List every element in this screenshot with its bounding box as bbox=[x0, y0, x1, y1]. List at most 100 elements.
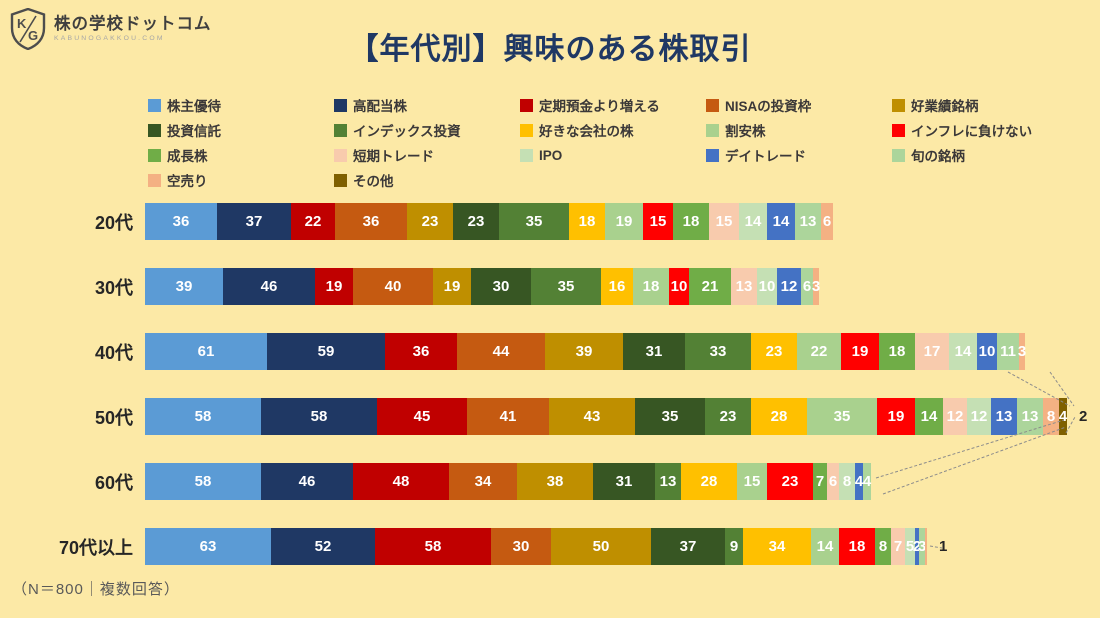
category-label: 20代 bbox=[94, 212, 133, 233]
segment-value: 15 bbox=[743, 473, 761, 490]
legend-label: 投資信託 bbox=[167, 124, 221, 139]
bar-segment: 15 bbox=[643, 203, 673, 240]
bar-segment: 10 bbox=[669, 268, 689, 305]
bar-segment: 39 bbox=[545, 333, 623, 370]
bar-segment: 31 bbox=[593, 463, 655, 500]
legend-swatch bbox=[706, 148, 719, 162]
bar-row-60代: 60代 58 46 48 34 38 31 13 28 15 23 7 6 8 4 4 bbox=[0, 463, 1100, 500]
bar-segment: 52 bbox=[271, 528, 375, 565]
bar-segment: 58 bbox=[145, 398, 261, 435]
bar-segment: 19 bbox=[605, 203, 643, 240]
segment-value: 14 bbox=[744, 213, 762, 230]
brand-domain: KABUNOGAKKOU.COM bbox=[54, 35, 165, 43]
shield-logo-icon: K G bbox=[10, 8, 46, 50]
page-title: 【年代別】興味のある株取引 bbox=[348, 33, 752, 66]
legend-label: 株主優待 bbox=[167, 99, 221, 114]
bar-segment: 4 bbox=[1059, 398, 1067, 435]
segment-value: 45 bbox=[413, 408, 431, 425]
bar-segment: 12 bbox=[777, 268, 801, 305]
bar-segment: 2 bbox=[912, 528, 922, 565]
bar-segment: 30 bbox=[491, 528, 551, 565]
bar-segment: 63 bbox=[145, 528, 271, 565]
segment-value: 35 bbox=[833, 408, 851, 425]
bar-segment: 6 bbox=[827, 463, 839, 500]
segment-value: 13 bbox=[799, 213, 817, 230]
segment-value: 17 bbox=[923, 343, 941, 360]
legend-label: 成長株 bbox=[167, 149, 208, 164]
segment-value: 19 bbox=[325, 278, 343, 295]
legend-label: 好業績銘柄 bbox=[911, 99, 979, 114]
legend-swatch bbox=[892, 123, 905, 137]
bar-segment: 19 bbox=[315, 268, 353, 305]
brand-name: 株の学校ドットコム bbox=[54, 15, 212, 34]
stacked-bar: 61 59 36 44 39 31 33 23 22 19 18 17 14 10 11 3 bbox=[145, 333, 1027, 370]
bar-segment: 41 bbox=[467, 398, 549, 435]
bar-segment: 31 bbox=[623, 333, 685, 370]
segment-value: 36 bbox=[172, 213, 190, 230]
bar-segment: 58 bbox=[375, 528, 491, 565]
legend-swatch bbox=[148, 98, 161, 112]
bar-segment: 18 bbox=[673, 203, 709, 240]
bar-segment: 35 bbox=[807, 398, 877, 435]
legend-item-12: 短期トレード bbox=[334, 146, 520, 164]
segment-value: 61 bbox=[197, 343, 215, 360]
bar-segment: 15 bbox=[737, 463, 767, 500]
segment-value: 7 bbox=[893, 538, 903, 555]
brand-texts: 株の学校ドットコム KABUNOGAKKOU.COM bbox=[54, 15, 212, 43]
segment-value: 19 bbox=[887, 408, 905, 425]
segment-value: 18 bbox=[848, 538, 866, 555]
legend-swatch bbox=[520, 123, 533, 137]
segment-value: 35 bbox=[525, 213, 543, 230]
segment-value: 18 bbox=[578, 213, 596, 230]
bar-segment: 16 bbox=[601, 268, 633, 305]
segment-value: 2 bbox=[912, 538, 922, 555]
bar-segment: 37 bbox=[217, 203, 291, 240]
bar-segment: 10 bbox=[977, 333, 997, 370]
segment-value: 7 bbox=[815, 473, 825, 490]
bar-segment: 7 bbox=[813, 463, 827, 500]
bar-segment: 3 bbox=[917, 528, 927, 565]
brand-header: K G 株の学校ドットコム KABUNOGAKKOU.COM bbox=[10, 8, 212, 50]
legend-swatch bbox=[520, 98, 533, 112]
legend-swatch bbox=[892, 98, 905, 112]
category-label: 40代 bbox=[94, 342, 133, 363]
segment-value: 18 bbox=[642, 278, 660, 295]
segment-value: 44 bbox=[492, 343, 510, 360]
bar-segment: 43 bbox=[549, 398, 635, 435]
segment-value: 34 bbox=[768, 538, 786, 555]
bar-segment: 14 bbox=[915, 398, 943, 435]
segment-value: 14 bbox=[772, 213, 790, 230]
segment-value: 3 bbox=[1017, 343, 1027, 360]
bar-segment: 12 bbox=[943, 398, 967, 435]
bar-segment: 30 bbox=[471, 268, 531, 305]
bar-segment: 23 bbox=[407, 203, 453, 240]
segment-value: 14 bbox=[816, 538, 834, 555]
segment-value: 58 bbox=[194, 408, 212, 425]
segment-value: 10 bbox=[670, 278, 688, 295]
segment-value: 16 bbox=[608, 278, 626, 295]
bar-segment bbox=[925, 528, 927, 565]
bar-segment: 18 bbox=[879, 333, 915, 370]
bar-segment: 13 bbox=[795, 203, 821, 240]
segment-value: 3 bbox=[917, 538, 927, 555]
bar-segment: 19 bbox=[433, 268, 471, 305]
segment-value: 23 bbox=[781, 473, 799, 490]
segment-value: 48 bbox=[392, 473, 410, 490]
legend-item-3: 定期預金より増える bbox=[520, 96, 706, 114]
segment-value: 14 bbox=[954, 343, 972, 360]
segment-value: 23 bbox=[765, 343, 783, 360]
bar-segment: 35 bbox=[635, 398, 705, 435]
segment-value: 34 bbox=[474, 473, 492, 490]
legend-label: 短期トレード bbox=[353, 149, 434, 164]
bar-segment: 5 bbox=[905, 528, 915, 565]
bar-segment: 22 bbox=[797, 333, 841, 370]
bar-segment: 10 bbox=[757, 268, 777, 305]
segment-value: 58 bbox=[194, 473, 212, 490]
legend-label: その他 bbox=[353, 174, 394, 189]
svg-text:G: G bbox=[28, 28, 38, 43]
segment-value: 31 bbox=[615, 473, 633, 490]
segment-value: 18 bbox=[682, 213, 700, 230]
bar-segment: 23 bbox=[705, 398, 751, 435]
bar-segment: 48 bbox=[353, 463, 449, 500]
segment-value: 33 bbox=[709, 343, 727, 360]
